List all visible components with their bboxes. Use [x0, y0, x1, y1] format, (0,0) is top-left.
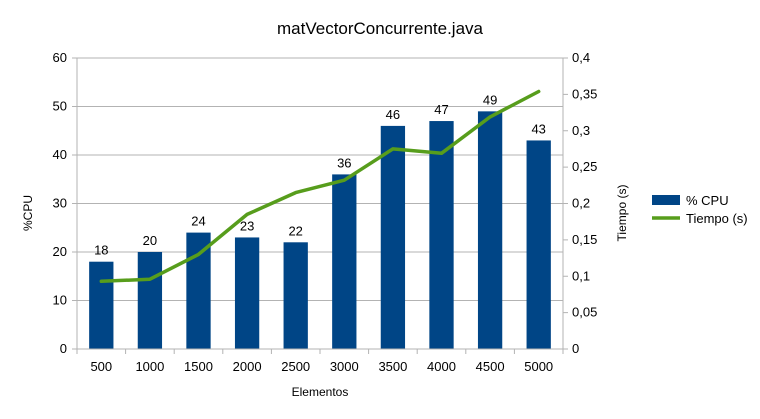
x-tick-label: 500 [90, 359, 112, 374]
right-tick-label: 0 [572, 341, 579, 356]
right-tick-label: 0,05 [572, 305, 597, 320]
bar-data-label: 47 [434, 102, 448, 117]
x-tick-label: 3500 [378, 359, 407, 374]
left-tick-label: 60 [53, 50, 67, 65]
y-axis-label: %CPU [21, 195, 35, 231]
bar [477, 111, 503, 349]
bar-data-label: 46 [386, 107, 400, 122]
x-tick-label: 4500 [476, 359, 505, 374]
bar-data-label: 43 [531, 121, 545, 136]
bar [429, 121, 454, 349]
bar-data-label: 23 [240, 218, 254, 233]
y2-axis-label: Tiempo (s) [615, 185, 629, 242]
right-tick-label: 0,1 [572, 268, 590, 283]
x-axis-label: Elementos [292, 385, 349, 399]
bar-data-label: 22 [288, 223, 302, 238]
x-tick-label: 5000 [524, 359, 553, 374]
right-tick-label: 0,3 [572, 123, 590, 138]
legend-label-tiempo: Tiempo (s) [686, 211, 748, 226]
x-axis-ticks: 500 1000 1500 2000 2500 3000 3500 4000 4500 5000 [76, 349, 564, 374]
tiempo-line [99, 89, 541, 284]
line-series [99, 89, 541, 284]
bar-data-label: 49 [483, 92, 497, 107]
left-tick-label: 30 [53, 196, 67, 211]
right-tick-label: 0,4 [572, 50, 590, 65]
right-tick-label: 0,2 [572, 196, 590, 211]
bar-data-labels: 18 20 24 23 22 36 46 47 49 43 [94, 92, 546, 257]
legend-label-cpu: % CPU [686, 193, 729, 208]
left-tick-label: 40 [53, 147, 67, 162]
bar-data-label: 36 [337, 155, 351, 170]
bar [137, 252, 163, 349]
x-tick-label: 1500 [184, 359, 213, 374]
right-tick-label: 0,25 [572, 159, 597, 174]
x-tick-label: 3000 [330, 359, 359, 374]
left-tick-label: 10 [53, 293, 67, 308]
legend-swatch-cpu [652, 195, 680, 205]
bar-data-label: 18 [94, 243, 108, 258]
bar [89, 261, 114, 349]
x-tick-label: 4000 [427, 359, 456, 374]
x-tick-label: 1000 [135, 359, 164, 374]
bar [283, 242, 308, 349]
bar [186, 232, 211, 349]
bar [380, 125, 406, 350]
right-tick-label: 0,35 [572, 86, 597, 101]
left-tick-label: 20 [53, 244, 67, 259]
x-tick-label: 2500 [281, 359, 310, 374]
bar-data-label: 20 [143, 233, 157, 248]
bars [89, 111, 551, 350]
legend: % CPU Tiempo (s) [652, 193, 748, 226]
bar [332, 174, 357, 349]
x-tick-label: 2000 [233, 359, 262, 374]
bar-data-label: 24 [191, 214, 205, 229]
bar [234, 237, 260, 349]
chart-title: matVectorConcurrente.java [277, 19, 484, 38]
left-axis-ticks: 0 10 20 30 40 50 60 [53, 50, 77, 356]
left-tick-label: 0 [60, 341, 67, 356]
right-tick-label: 0,15 [572, 232, 597, 247]
bar [526, 140, 551, 349]
left-tick-label: 50 [53, 99, 67, 114]
right-axis-ticks: 0 0,05 0,1 0,15 0,2 0,25 0,3 0,35 0,4 [563, 50, 597, 356]
